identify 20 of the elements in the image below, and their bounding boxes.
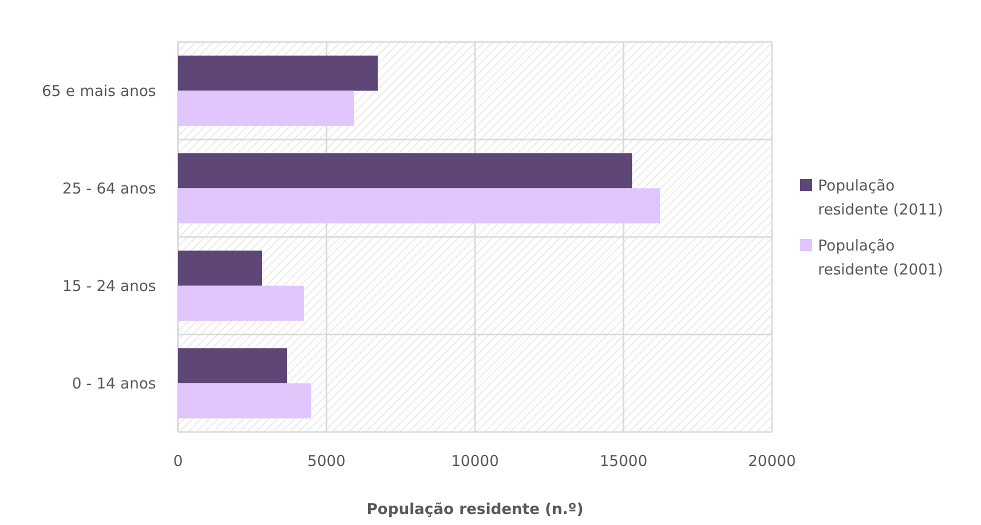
x-tick-label: 15000 (600, 452, 648, 470)
x-tick-label: 5000 (307, 452, 346, 470)
bar (178, 188, 660, 224)
bar (178, 383, 312, 418)
bar (178, 348, 287, 384)
y-tick-label: 15 - 24 anos (62, 277, 156, 295)
bar (178, 286, 304, 321)
x-tick-label: 20000 (748, 452, 796, 470)
x-axis-title: População residente (n.º) (366, 500, 584, 518)
bar (178, 56, 378, 91)
y-tick-label: 25 - 64 anos (62, 180, 156, 198)
legend-label: População residente (2001) (818, 236, 944, 278)
y-tick-label: 0 - 14 anos (72, 374, 156, 392)
bar (178, 90, 354, 126)
x-tick-label: 10000 (451, 452, 499, 470)
bar (178, 250, 262, 286)
legend-label: População residente (2011) (818, 176, 944, 218)
x-tick-label: 0 (173, 452, 183, 470)
y-tick-label: 65 e mais anos (42, 82, 156, 100)
bar (178, 153, 632, 188)
